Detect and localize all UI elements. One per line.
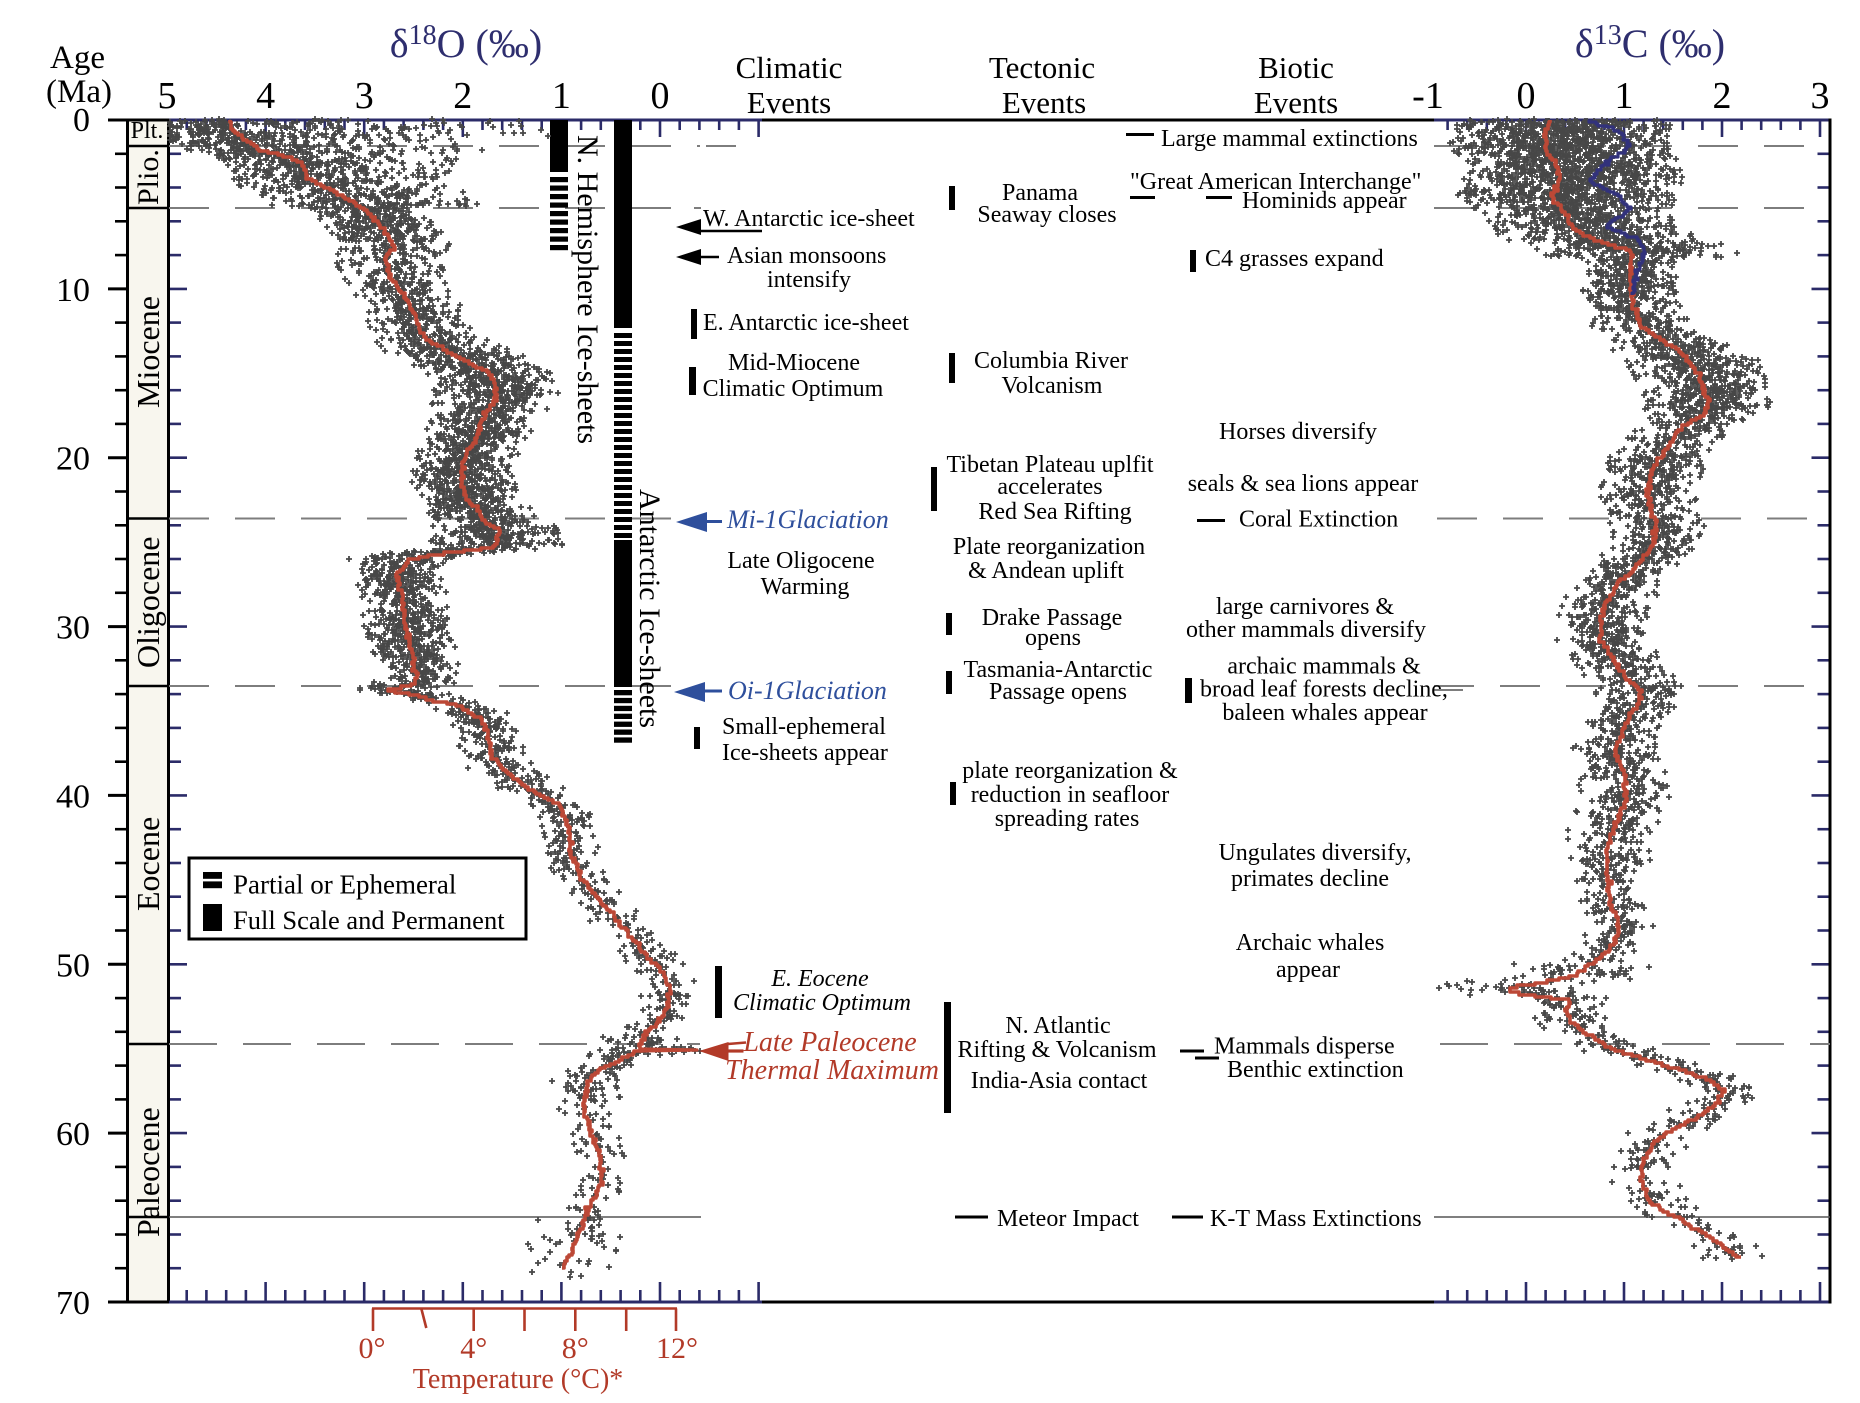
svg-text:Age: Age [50,40,105,76]
svg-text:reduction in seafloor: reduction in seafloor [971,782,1170,808]
svg-text:Seaway closes: Seaway closes [977,202,1116,228]
svg-text:Miocene: Miocene [130,296,166,408]
svg-text:3: 3 [355,75,374,117]
svg-text:Mid-Miocene: Mid-Miocene [728,350,860,376]
svg-text:Meteor Impact: Meteor Impact [997,1206,1139,1232]
svg-text:N. Atlantic: N. Atlantic [1005,1013,1110,1039]
svg-text:Thermal Maximum: Thermal Maximum [725,1055,939,1086]
svg-text:Climatic Optimum: Climatic Optimum [703,376,884,402]
svg-text:appear: appear [1276,957,1340,983]
svg-text:3: 3 [1811,75,1830,117]
svg-text:archaic mammals &: archaic mammals & [1227,654,1421,680]
svg-text:Columbia River: Columbia River [974,348,1128,374]
svg-text:intensify: intensify [767,267,851,293]
svg-text:70: 70 [56,1285,90,1322]
svg-text:Ungulates diversify,: Ungulates diversify, [1218,840,1411,866]
svg-text:-1: -1 [1412,75,1444,117]
svg-text:Antarctic Ice-sheets: Antarctic Ice-sheets [633,489,666,728]
svg-text:Climatic: Climatic [736,50,843,85]
svg-text:plate reorganization &: plate reorganization & [962,758,1178,784]
svg-text:4°: 4° [460,1332,487,1365]
svg-text:20: 20 [56,441,90,478]
svg-text:0: 0 [651,75,670,117]
svg-text:1: 1 [1615,75,1634,117]
svg-text:E. Eocene: E. Eocene [770,966,869,992]
svg-text:Events: Events [747,85,831,120]
svg-text:Small-ephemeral: Small-ephemeral [722,714,886,740]
svg-text:(Ma): (Ma) [46,74,112,110]
svg-text:30: 30 [56,610,90,647]
svg-text:Drake Passage: Drake Passage [982,605,1123,631]
svg-text:4: 4 [256,75,275,117]
svg-text:Asian monsoons: Asian monsoons [727,243,886,269]
svg-text:Mi-1Glaciation: Mi-1Glaciation [726,505,889,534]
svg-text:baleen whales appear: baleen whales appear [1222,700,1427,726]
svg-text:Panama: Panama [1002,180,1078,206]
svg-text:Biotic: Biotic [1258,50,1334,85]
svg-text:E. Antarctic ice-sheet: E. Antarctic ice-sheet [703,310,909,336]
svg-text:12°: 12° [656,1332,698,1365]
svg-text:K-T Mass Extinctions: K-T Mass Extinctions [1210,1206,1422,1232]
svg-text:primates decline: primates decline [1231,866,1389,892]
svg-text:Ice-sheets appear: Ice-sheets appear [722,740,888,766]
svg-text:Volcanism: Volcanism [1002,373,1103,399]
svg-text:Coral Extinction: Coral Extinction [1239,507,1398,533]
svg-text:1: 1 [552,75,571,117]
svg-text:accelerates: accelerates [997,474,1102,500]
svg-text:Temperature (°C)*: Temperature (°C)* [413,1364,624,1395]
svg-text:opens: opens [1025,625,1081,651]
svg-text:India-Asia contact: India-Asia contact [971,1068,1148,1094]
svg-text:broad leaf forests decline,: broad leaf forests decline, [1200,677,1448,703]
svg-text:Climatic Optimum: Climatic Optimum [733,990,911,1016]
svg-text:0°: 0° [359,1332,386,1365]
svg-text:Red Sea Rifting: Red Sea Rifting [978,499,1131,525]
svg-text:Tibetan Plateau uplfit: Tibetan Plateau uplfit [946,452,1153,478]
svg-text:Horses diversify: Horses diversify [1219,419,1377,445]
svg-text:Tectonic: Tectonic [989,50,1095,85]
svg-text:Events: Events [1254,85,1338,120]
svg-text:Rifting & Volcanism: Rifting & Volcanism [957,1037,1156,1063]
svg-text:spreading rates: spreading rates [995,806,1140,832]
svg-text:0: 0 [73,102,90,139]
svg-text:Events: Events [1002,85,1086,120]
svg-text:Late Paleocene: Late Paleocene [742,1027,916,1058]
svg-text:2: 2 [1713,75,1732,117]
svg-text:Plio.: Plio. [132,149,165,205]
svg-text:Late Oligocene: Late Oligocene [727,548,874,574]
svg-text:10: 10 [56,272,90,309]
svg-text:N. Hemisphere Ice-sheets: N. Hemisphere Ice-sheets [571,135,604,444]
svg-text:Warming: Warming [761,574,850,600]
svg-text:40: 40 [56,778,90,815]
svg-text:Full Scale and Permanent: Full Scale and Permanent [233,905,505,935]
svg-text:seals & sea lions appear: seals & sea lions appear [1188,471,1419,497]
svg-text:50: 50 [56,947,90,984]
svg-text:Oi-1Glaciation: Oi-1Glaciation [728,676,887,705]
svg-text:Plt.: Plt. [131,118,164,144]
svg-text:Eocene: Eocene [130,817,166,911]
svg-text:Plate reorganization: Plate reorganization [953,534,1145,560]
svg-text:other mammals diversify: other mammals diversify [1186,617,1426,643]
svg-text:C4 grasses expand: C4 grasses expand [1205,246,1384,272]
svg-text:0: 0 [1517,75,1536,117]
svg-text:Benthic extinction: Benthic extinction [1227,1057,1404,1083]
svg-text:& Andean uplift: & Andean uplift [968,558,1124,584]
svg-text:Mammals disperse: Mammals disperse [1214,1034,1395,1060]
svg-text:Hominids appear: Hominids appear [1242,188,1407,214]
svg-text:"Great American Interchange": "Great American Interchange" [1130,169,1421,195]
svg-text:Archaic whales: Archaic whales [1236,930,1385,956]
svg-text:large carnivores &: large carnivores & [1216,594,1394,620]
svg-text:Oligocene: Oligocene [130,537,166,669]
svg-text:8°: 8° [562,1332,589,1365]
svg-text:2: 2 [453,75,472,117]
svg-text:5: 5 [158,75,177,117]
svg-text:W. Antarctic ice-sheet: W. Antarctic ice-sheet [703,206,915,232]
svg-text:Passage opens: Passage opens [989,679,1127,705]
svg-text:Partial or Ephemeral: Partial or Ephemeral [233,870,456,900]
svg-text:Paleocene: Paleocene [130,1107,166,1237]
svg-text:60: 60 [56,1116,90,1153]
svg-text:Large mammal extinctions: Large mammal extinctions [1161,126,1418,152]
svg-text:Tasmania-Antarctic: Tasmania-Antarctic [964,657,1153,683]
